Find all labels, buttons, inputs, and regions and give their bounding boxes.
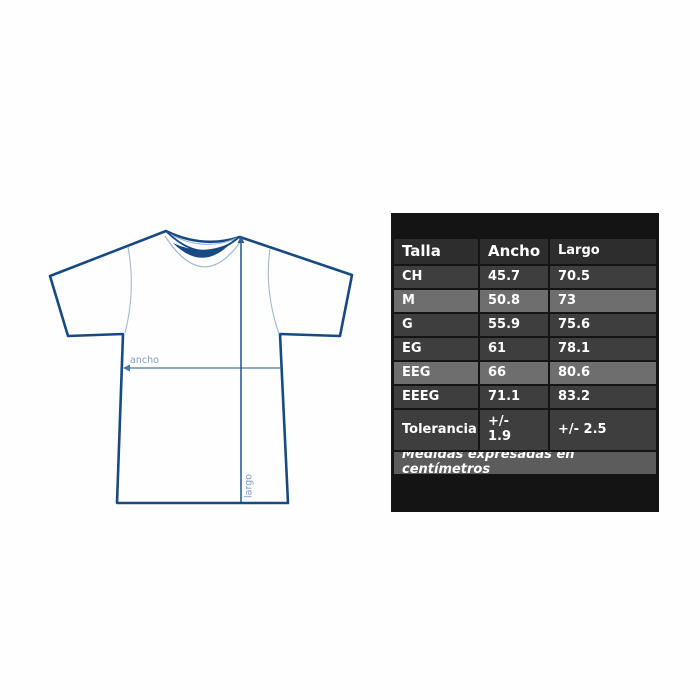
- measurement-lines: [123, 236, 281, 502]
- tolerance-ancho-value: +/- 1.9: [488, 414, 512, 444]
- cell-largo: 75.6: [550, 314, 656, 336]
- size-table: Talla Ancho Largo CH 45.7 70.5 M 50.8 73…: [394, 239, 656, 474]
- shirt-outline: [48, 229, 354, 505]
- largo-label: largo: [244, 474, 255, 498]
- cell-largo: 78.1: [550, 338, 656, 360]
- cell-ancho: 55.9: [480, 314, 548, 336]
- cell-ancho: 61: [480, 338, 548, 360]
- column-header-ancho: Ancho: [480, 239, 548, 264]
- cell-largo: 73: [550, 290, 656, 312]
- cell-largo: 83.2: [550, 386, 656, 408]
- collar-detail: [164, 231, 242, 268]
- cell-talla: Tolerancia: [394, 410, 478, 450]
- largo-arrowhead-icon: [237, 236, 245, 243]
- cell-largo: +/- 2.5: [550, 410, 656, 450]
- armhole-seams: [124, 246, 280, 335]
- tshirt-diagram: ancho largo: [20, 205, 380, 515]
- cell-talla: M: [394, 290, 478, 312]
- cell-ancho: 66: [480, 362, 548, 384]
- cell-talla: EG: [394, 338, 478, 360]
- cell-talla: EEG: [394, 362, 478, 384]
- units-note: Medidas expresadas en centímetros: [394, 452, 656, 474]
- cell-talla: G: [394, 314, 478, 336]
- cell-largo: 80.6: [550, 362, 656, 384]
- tshirt-svg: ancho largo: [48, 229, 354, 505]
- column-header-largo: Largo: [550, 239, 656, 264]
- ancho-label: ancho: [130, 355, 159, 366]
- cell-talla: EEEG: [394, 386, 478, 408]
- cell-largo: 70.5: [550, 266, 656, 288]
- column-header-talla: Talla: [394, 239, 478, 264]
- cell-ancho: 71.1: [480, 386, 548, 408]
- cell-ancho: +/- 1.9: [480, 410, 548, 450]
- ancho-arrowhead-icon: [123, 364, 130, 372]
- cell-ancho: 45.7: [480, 266, 548, 288]
- size-table-panel: Talla Ancho Largo CH 45.7 70.5 M 50.8 73…: [391, 213, 659, 512]
- cell-talla: CH: [394, 266, 478, 288]
- cell-ancho: 50.8: [480, 290, 548, 312]
